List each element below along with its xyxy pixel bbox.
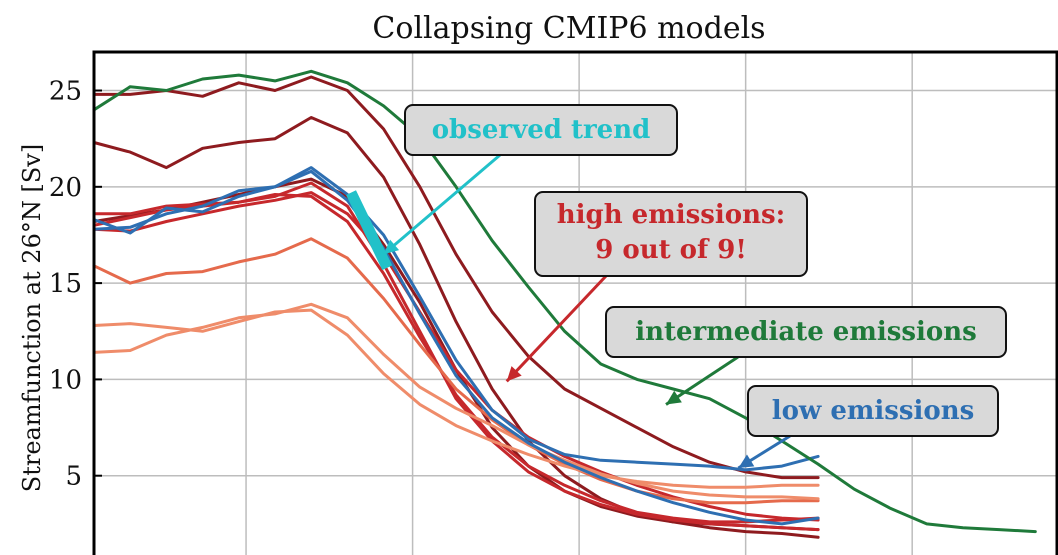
- series-line-high-emissions-8: [92, 308, 820, 489]
- data-series: [92, 69, 1037, 539]
- annotation-label: observed trend: [432, 115, 651, 145]
- series-line-high-emissions-6: [92, 191, 820, 522]
- series-line-low-emissions-2: [92, 169, 820, 526]
- annotation-label: high emissions:: [557, 200, 785, 230]
- annotation-high-emissions: high emissions: 9 out of 9!: [534, 191, 808, 277]
- annotation-intermediate-emissions: intermediate emissions: [605, 306, 1007, 358]
- y-tick-label: 15: [49, 269, 82, 299]
- annotation-arrow: [505, 274, 608, 383]
- y-tick-label: 5: [65, 462, 82, 492]
- annotation-arrowhead: [738, 454, 755, 468]
- chart-title: Collapsing CMIP6 models: [372, 11, 765, 46]
- annotation-box: [404, 104, 678, 156]
- annotation-label-line2: 9 out of 9!: [595, 235, 747, 265]
- annotation-observed-trend: observed trend: [404, 104, 678, 156]
- y-axis-label: Streamfunction at 26°N [Sv]: [18, 144, 46, 492]
- annotation-box: [747, 385, 999, 437]
- annotation-box: [605, 306, 1007, 358]
- y-axis-ticks: 5 10 15 20 25: [49, 77, 102, 492]
- y-tick-label: 20: [49, 173, 82, 203]
- annotation-arrows: [382, 153, 791, 470]
- annotation-arrowhead: [383, 239, 400, 255]
- annotation-arrowhead: [506, 366, 522, 382]
- annotation-low-emissions: low emissions: [747, 385, 999, 437]
- annotation-label: intermediate emissions: [635, 317, 977, 347]
- annotation-box: [534, 191, 808, 277]
- y-tick-label: 10: [49, 365, 82, 395]
- plot-frame: [92, 50, 1058, 555]
- series-line-high-emissions-5: [92, 193, 820, 524]
- series-line-high-emissions-7: [92, 237, 820, 505]
- series-line-low-emissions-1: [92, 166, 820, 472]
- series-line-high-emissions-2: [92, 116, 820, 539]
- observed-trend-segment: [346, 190, 393, 271]
- series-line-high-emissions-9: [92, 302, 820, 501]
- gridlines: [94, 52, 1057, 555]
- annotation-label: low emissions: [772, 396, 975, 426]
- y-tick-label: 25: [49, 77, 82, 107]
- annotation-arrow: [382, 153, 501, 256]
- series-line-high-emissions-1: [92, 75, 820, 480]
- series-line-intermediate-emissions: [92, 69, 1037, 534]
- annotation-arrowhead: [666, 390, 682, 405]
